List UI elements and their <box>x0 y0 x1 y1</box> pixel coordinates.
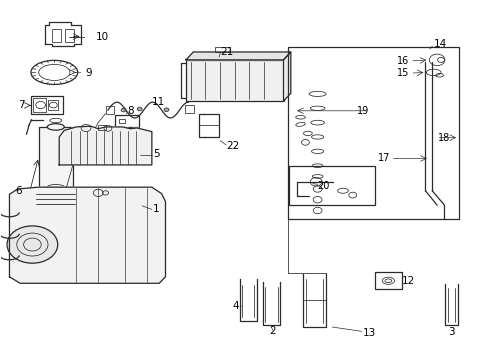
Bar <box>65 30 74 42</box>
Text: 15: 15 <box>396 68 408 78</box>
Circle shape <box>137 107 142 111</box>
Bar <box>288 47 458 220</box>
Text: 5: 5 <box>153 149 159 159</box>
Text: 22: 22 <box>225 141 239 151</box>
Bar <box>128 151 139 159</box>
Bar <box>113 151 126 159</box>
Bar <box>39 127 73 187</box>
Bar <box>98 126 105 130</box>
Bar <box>48 100 58 110</box>
Text: 20: 20 <box>317 181 329 191</box>
Bar <box>105 107 114 114</box>
Text: 19: 19 <box>356 106 368 116</box>
Bar <box>374 272 401 289</box>
Text: 10: 10 <box>96 32 109 41</box>
Text: 16: 16 <box>396 56 408 66</box>
Bar <box>33 98 45 112</box>
Text: 8: 8 <box>127 106 134 116</box>
Polygon shape <box>283 52 290 101</box>
Bar <box>31 96 62 114</box>
Bar <box>115 116 139 127</box>
Polygon shape <box>59 126 152 165</box>
Text: 17: 17 <box>378 153 390 163</box>
Bar <box>185 60 283 101</box>
Text: 18: 18 <box>437 133 449 143</box>
Text: 3: 3 <box>447 327 454 337</box>
Bar <box>289 166 374 205</box>
Text: 1: 1 <box>153 204 159 215</box>
Text: 11: 11 <box>152 97 165 107</box>
Circle shape <box>121 108 126 112</box>
Text: 2: 2 <box>268 326 275 336</box>
Text: 14: 14 <box>433 40 446 49</box>
Polygon shape <box>185 52 290 60</box>
Text: 12: 12 <box>401 276 414 286</box>
Bar <box>118 127 136 130</box>
Bar <box>52 30 61 42</box>
Text: 9: 9 <box>85 68 91 78</box>
Circle shape <box>163 108 168 112</box>
Text: 7: 7 <box>18 100 24 111</box>
Circle shape <box>7 226 58 263</box>
Text: 21: 21 <box>220 46 233 57</box>
Text: 13: 13 <box>362 328 375 338</box>
Bar <box>215 46 229 52</box>
Text: 4: 4 <box>231 301 238 311</box>
Polygon shape <box>9 187 165 283</box>
Bar <box>184 105 193 113</box>
Bar <box>119 119 125 123</box>
Text: 6: 6 <box>15 186 22 196</box>
Ellipse shape <box>47 124 64 130</box>
